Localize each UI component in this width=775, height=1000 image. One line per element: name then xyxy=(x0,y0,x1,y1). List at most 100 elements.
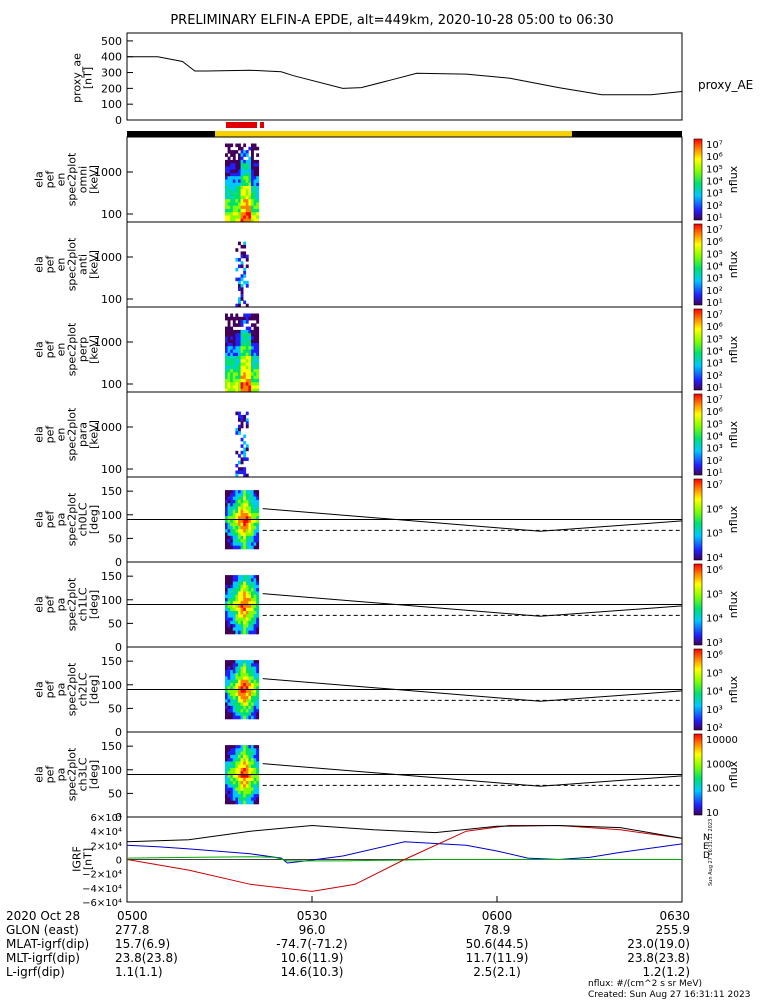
spectrogram-pixel xyxy=(253,195,257,200)
spectrogram-pixel xyxy=(240,699,244,703)
energy-colorbar-tick-label: 10² xyxy=(706,286,723,297)
spectrogram-pixel xyxy=(238,215,241,220)
spectrogram-pixel xyxy=(240,751,244,756)
spectrogram-pixel xyxy=(240,199,244,203)
pitch-axis-title-line: spec2plot xyxy=(66,662,79,716)
spectrogram-pixel xyxy=(253,578,257,582)
spectrogram-pixel xyxy=(225,686,228,690)
spectrogram-pixel xyxy=(245,709,249,713)
spectrogram-pixel xyxy=(232,797,236,801)
spectrogram-pixel xyxy=(243,385,247,390)
igrf-axis-title: IGRF[nT] xyxy=(71,846,95,872)
spectrogram-pixel xyxy=(227,388,231,393)
spectrogram-pixel xyxy=(251,620,254,625)
spectrogram-pixel xyxy=(256,696,260,700)
spectrogram-pixel xyxy=(230,490,234,494)
spectrogram-pixel xyxy=(251,660,254,664)
spectrogram-pixel xyxy=(238,460,241,465)
spectrogram-pixel xyxy=(235,754,239,759)
spectrogram-pixel xyxy=(253,624,257,628)
energy-colorbar-title: nflux xyxy=(727,420,740,448)
spectrogram-pixel xyxy=(248,375,252,380)
spectrogram-pixel xyxy=(232,669,236,674)
spectrogram-pixel xyxy=(227,320,231,324)
spectrogram-pixel xyxy=(243,202,247,206)
spectrogram-pixel xyxy=(245,359,249,363)
spectrogram-pixel xyxy=(240,362,244,367)
spectrogram-pixel xyxy=(256,199,260,203)
spectrogram-pixel xyxy=(232,624,236,628)
spectrogram-pixel xyxy=(256,539,260,543)
spectrogram-pixel xyxy=(230,539,234,543)
spectrogram-pixel xyxy=(232,777,236,782)
spectrogram-pixel xyxy=(256,784,260,788)
spectrogram-pixel xyxy=(245,614,249,618)
spectrogram-pixel xyxy=(256,529,260,533)
pitch-tick-label: 100 xyxy=(101,679,122,692)
spectrogram-pixel xyxy=(248,359,252,363)
spectrogram-pixel xyxy=(248,604,252,609)
spectrogram-pixel xyxy=(245,539,249,543)
spectrogram-pixel xyxy=(238,316,241,321)
spectrogram-pixel xyxy=(230,179,234,184)
spectrogram-pixel xyxy=(238,156,241,161)
spectrogram-pixel xyxy=(240,503,244,507)
spectrogram-pixel xyxy=(238,349,241,354)
spectrogram-pixel xyxy=(235,323,239,327)
pitch-tick-label: 0 xyxy=(115,726,122,739)
spectrogram-pixel xyxy=(230,516,234,520)
spectrogram-pixel xyxy=(235,666,239,671)
spectrogram-pixel xyxy=(248,696,252,700)
spectrogram-pixel xyxy=(225,683,228,687)
spectrogram-pixel xyxy=(232,365,236,370)
spectrogram-pixel xyxy=(238,686,241,690)
spectrogram-pixel xyxy=(227,663,231,667)
spectrogram-pixel xyxy=(243,352,247,357)
spectrogram-pixel xyxy=(232,709,236,713)
spectrogram-pixel xyxy=(240,290,244,295)
spectrogram-pixel xyxy=(248,163,252,167)
spectrogram-pixel xyxy=(253,365,257,370)
spectrogram-pixel xyxy=(232,748,236,752)
spectrogram-pixel xyxy=(225,699,228,703)
spectrogram-pixel xyxy=(225,702,228,707)
spectrogram-pixel xyxy=(235,715,239,720)
spectrogram-pixel xyxy=(248,326,252,331)
spectrogram-pixel xyxy=(238,594,241,599)
spectrogram-pixel xyxy=(225,506,228,510)
spectrogram-pixel xyxy=(253,522,257,527)
spectrogram-pixel xyxy=(238,519,241,524)
spectrogram-pixel xyxy=(227,535,231,540)
spectrogram-pixel xyxy=(251,362,254,367)
spectrogram-pixel xyxy=(230,790,234,795)
spectrogram-pixel xyxy=(243,627,247,631)
spectrogram-pixel xyxy=(235,303,239,308)
spectrogram-pixel xyxy=(227,539,231,543)
spectrogram-pixel xyxy=(227,336,231,340)
spectrogram-pixel xyxy=(235,617,239,622)
spectrogram-pixel xyxy=(235,774,239,779)
spectrogram-pixel xyxy=(243,764,247,769)
spectrogram-pixel xyxy=(243,601,247,605)
spectrogram-pixel xyxy=(256,604,260,609)
spectrogram-pixel xyxy=(227,212,231,216)
spectrogram-pixel xyxy=(245,689,249,694)
spectrogram-pixel xyxy=(232,156,236,161)
spectrogram-pixel xyxy=(240,156,244,161)
spectrogram-pixel xyxy=(256,689,260,694)
spectrogram-pixel xyxy=(256,490,260,494)
spectrogram-pixel xyxy=(235,372,239,376)
spectrogram-pixel xyxy=(248,761,252,765)
spectrogram-pixel xyxy=(225,205,228,210)
spectrogram-pixel xyxy=(238,503,241,507)
spectrogram-pixel xyxy=(235,624,239,628)
spectrogram-pixel xyxy=(227,326,231,331)
spectrogram-pixel xyxy=(256,578,260,582)
energy-axis-title-line: [keV] xyxy=(88,165,101,194)
spectrogram-pixel xyxy=(251,578,254,582)
spectrogram-pixel xyxy=(251,189,254,193)
spectrogram-pixel xyxy=(230,683,234,687)
spectrogram-pixel xyxy=(248,676,252,680)
